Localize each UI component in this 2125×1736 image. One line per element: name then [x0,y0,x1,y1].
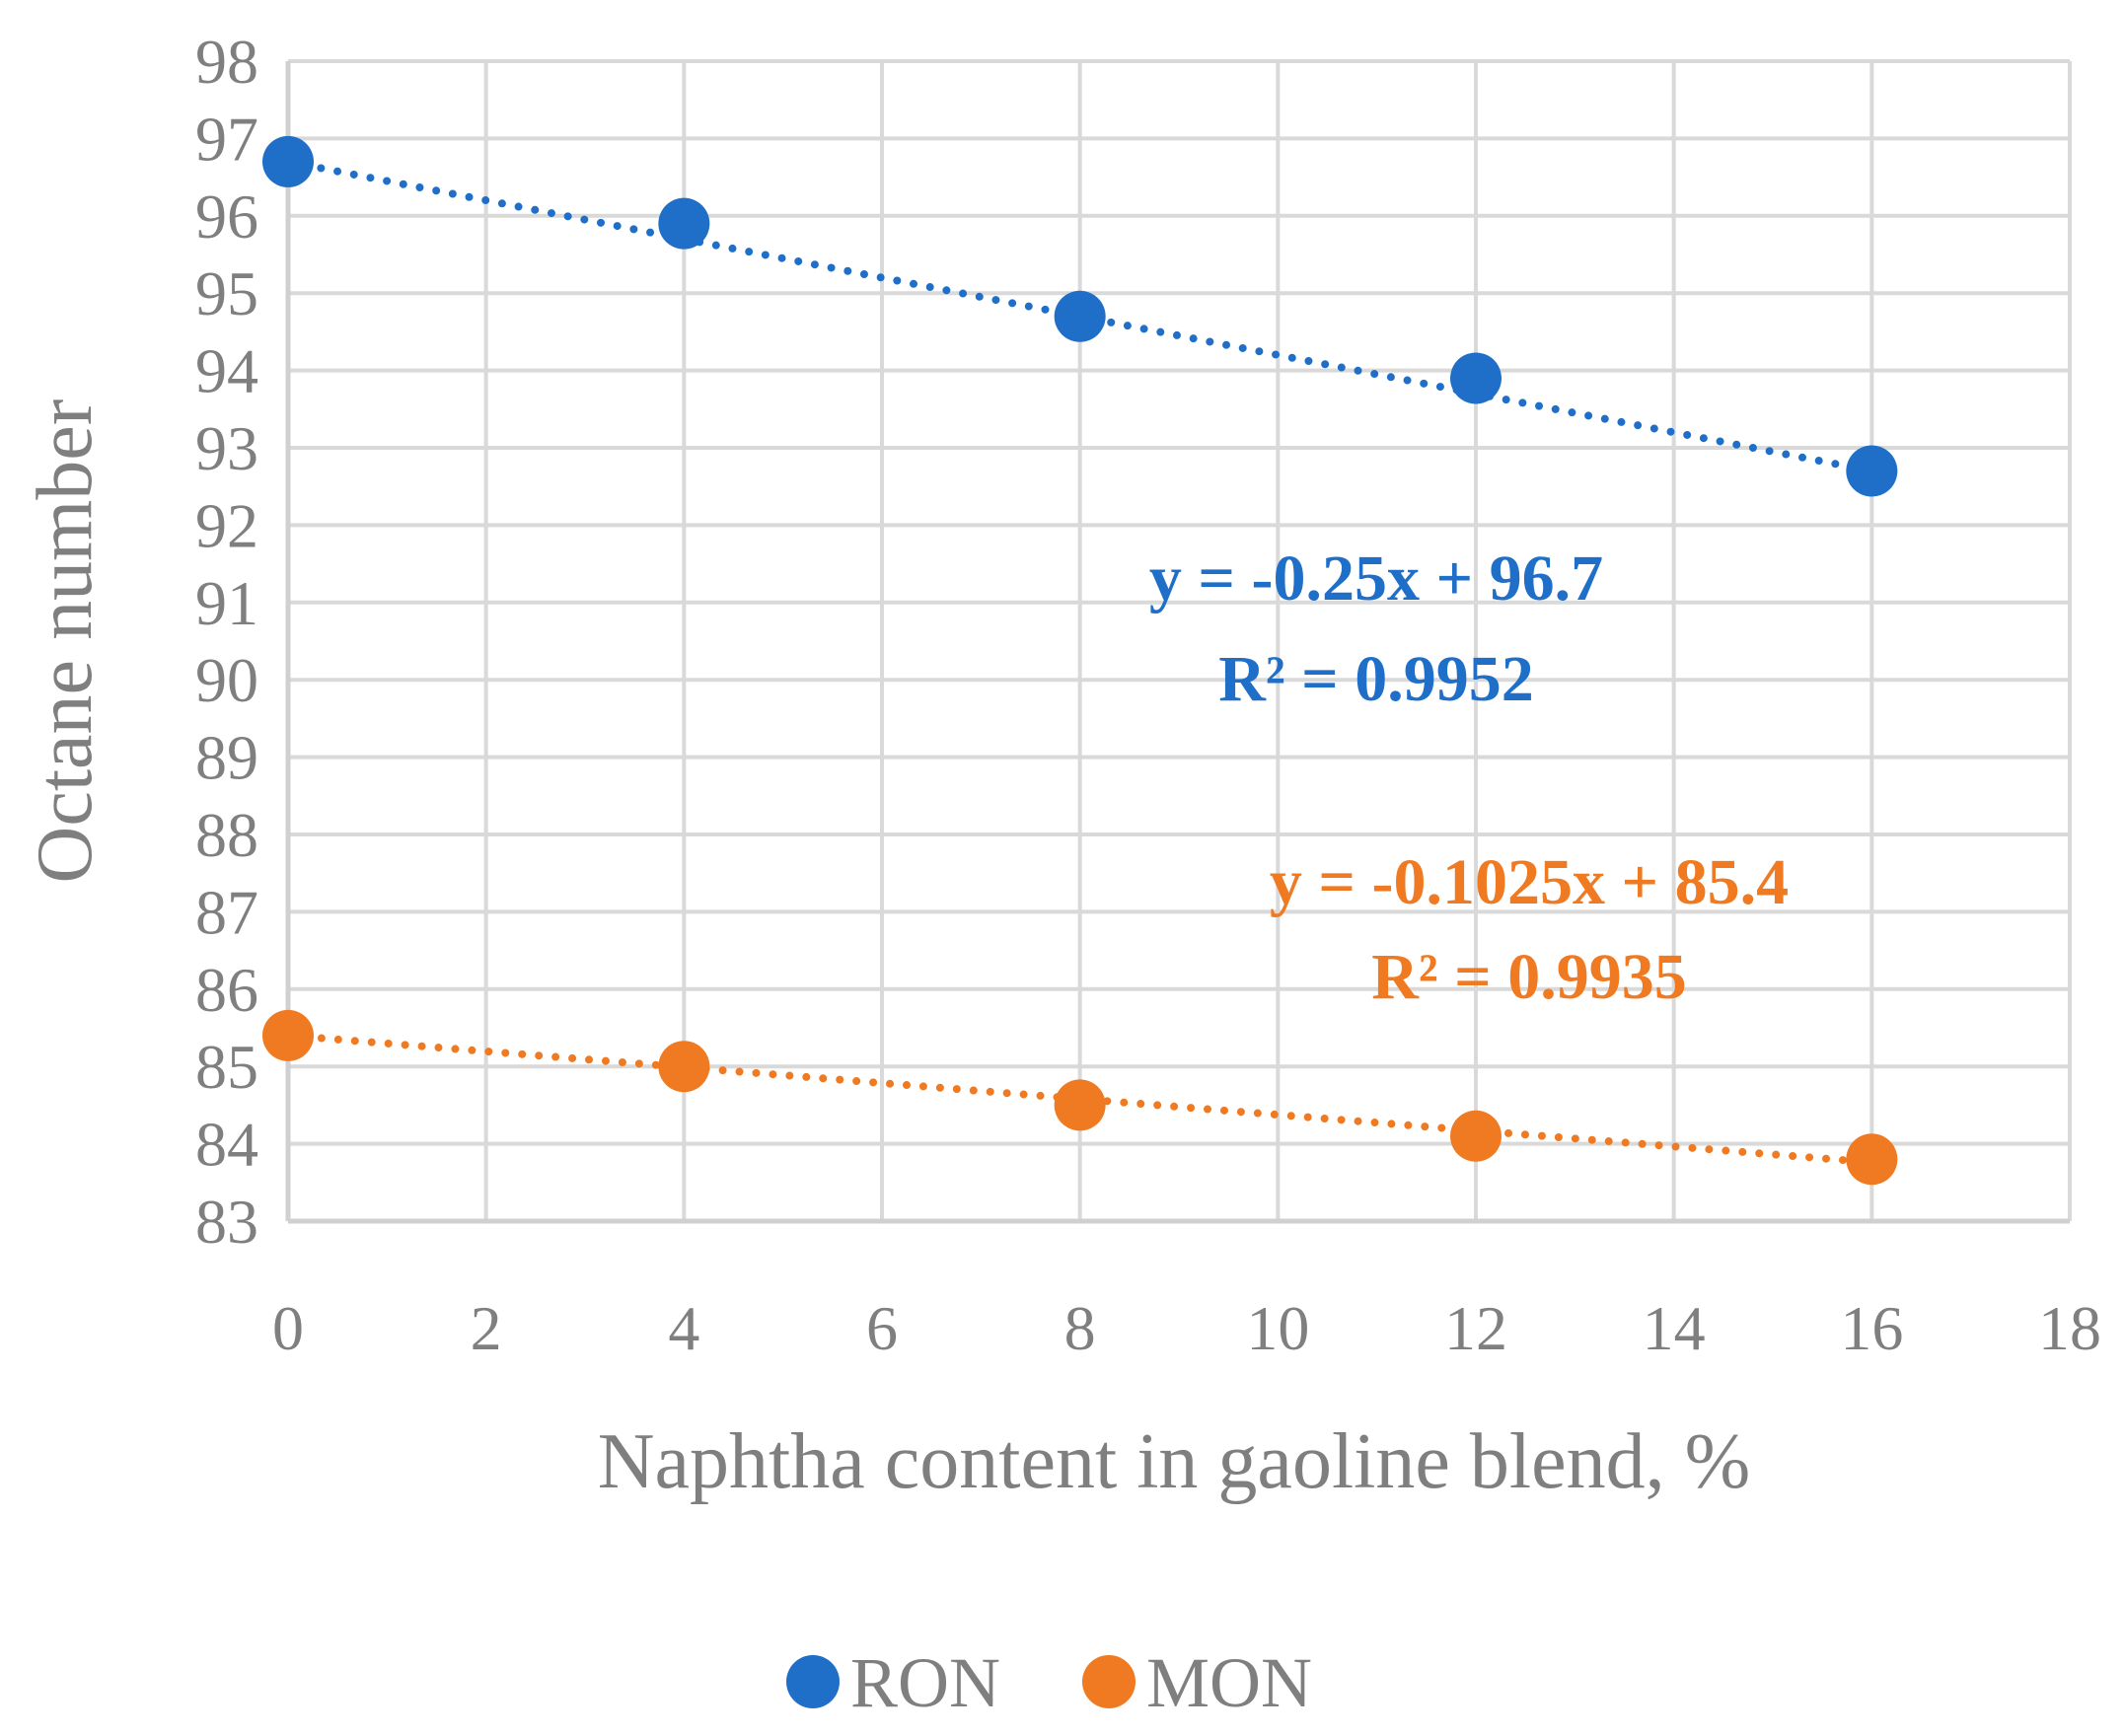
legend: RON MON [786,1643,1312,1722]
y-tick-label: 92 [195,490,258,560]
x-tick-label: 0 [272,1293,304,1363]
mon-r-squared: R² = 0.9935 [1371,941,1687,1013]
legend-ron-label: RON [850,1643,1000,1722]
y-tick-label: 90 [195,645,258,715]
x-tick-label: 12 [1444,1293,1507,1363]
mon-equation: y = -0.1025x + 85.4 [1270,846,1789,918]
mon-point [658,1041,710,1093]
mon-point [1054,1079,1106,1131]
y-tick-label: 98 [195,27,258,97]
y-tick-label: 89 [195,723,258,793]
y-tick-label: 88 [195,800,258,870]
mon-trendline [284,1031,1876,1167]
grid-lines [285,59,2072,1224]
y-tick-label: 94 [195,336,258,406]
x-tick-label: 18 [2038,1293,2101,1363]
legend-mon-marker [1082,1655,1136,1708]
x-tick-label: 10 [1246,1293,1309,1363]
ron-point [262,135,314,187]
ron-equation: y = -0.25x + 96.7 [1149,542,1603,615]
data-points [262,135,1898,1186]
y-tick-label: 95 [195,258,258,328]
ron-point [1846,445,1898,497]
y-tick-label: 87 [195,877,258,947]
y-tick-label: 86 [195,955,258,1025]
mon-point [1846,1133,1898,1186]
y-tick-label: 84 [195,1110,258,1180]
y-axis-title: Octane number [22,399,109,884]
x-axis-title: Naphtha content in gaoline blend, % [598,1418,1751,1505]
y-tick-label: 93 [195,413,258,483]
x-tick-label: 2 [471,1293,502,1363]
mon-point [1450,1110,1502,1162]
legend-ron-marker [786,1655,840,1708]
ron-point [658,197,710,250]
mon-point [262,1009,314,1061]
legend-mon-label: MON [1146,1643,1312,1722]
y-tick-label: 85 [195,1032,258,1102]
y-tick-label: 91 [195,568,258,638]
x-tick-label: 4 [668,1293,699,1363]
x-tick-label: 14 [1643,1293,1706,1363]
y-tick-label: 83 [195,1187,258,1257]
ron-point [1450,352,1502,404]
ron-point [1054,290,1106,342]
x-axis-ticks: 0 2 4 6 8 10 12 14 16 18 [272,1293,2101,1363]
y-tick-label: 96 [195,181,258,252]
x-tick-label: 6 [866,1293,898,1363]
x-tick-label: 16 [1840,1293,1903,1363]
y-tick-label: 97 [195,104,258,174]
ron-r-squared: R² = 0.9952 [1218,643,1534,715]
x-tick-label: 8 [1064,1293,1096,1363]
